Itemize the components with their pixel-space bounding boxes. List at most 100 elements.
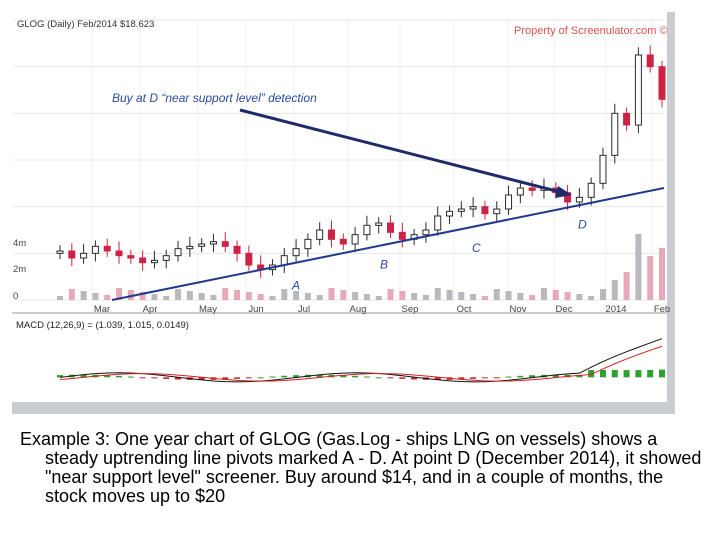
- price-panel-bg: [12, 12, 667, 312]
- volume-bar: [198, 293, 205, 300]
- macd-panel-bg: [12, 314, 667, 402]
- volume-bar: [316, 295, 323, 300]
- candle-body: [611, 112, 619, 156]
- volume-bar: [576, 294, 583, 300]
- candle-body: [127, 255, 135, 259]
- macd-hist-bar: [599, 370, 606, 378]
- volume-bar: [434, 288, 441, 300]
- x-tick-label: Oct: [457, 304, 472, 315]
- volume-tick-label: 2m: [13, 264, 26, 275]
- volume-bar: [92, 293, 99, 300]
- macd-hist-bar: [352, 375, 359, 378]
- macd-hist-bar: [175, 377, 182, 380]
- volume-bar: [304, 293, 311, 300]
- volume-axis: 4m 2m 0: [13, 238, 26, 302]
- candle-body: [209, 241, 217, 245]
- volume-bar: [163, 296, 170, 300]
- x-tick-label: Sep: [402, 304, 419, 315]
- candle-body: [575, 196, 583, 203]
- macd-hist-bar: [139, 377, 146, 379]
- pivot-label-c: C: [472, 241, 481, 255]
- candle-body: [327, 229, 335, 240]
- volume-bar: [422, 295, 429, 300]
- candle-body: [150, 259, 158, 264]
- support-trendline: [111, 187, 665, 301]
- volume-bar: [127, 290, 134, 300]
- volume-bar: [529, 295, 536, 300]
- candle-body: [68, 250, 76, 259]
- caption-text: Example 3: One year chart of GLOG (Gas.L…: [20, 429, 702, 506]
- macd-hist-bar: [234, 377, 241, 379]
- candles: [56, 45, 666, 278]
- macd-hist-bar: [387, 377, 394, 379]
- candle-body: [186, 245, 194, 250]
- macd-hist-bar: [576, 375, 583, 378]
- macd-hist-bar: [411, 377, 418, 380]
- candle-body: [528, 187, 536, 191]
- volume-bar: [446, 290, 453, 300]
- caption: Example 3: One year chart of GLOG (Gas.L…: [20, 430, 710, 506]
- macd-hist-bar: [635, 370, 642, 378]
- volume-bar: [186, 291, 193, 300]
- macd-hist-bar: [552, 374, 559, 378]
- candle-body: [623, 112, 631, 126]
- volume-bar: [481, 296, 488, 300]
- macd-hist-bar: [505, 376, 512, 378]
- x-tick-label: Nov: [510, 304, 527, 315]
- macd-hist-bar: [57, 375, 63, 378]
- pivot-labels: A B C D: [291, 218, 587, 293]
- pivot-label-d: D: [578, 218, 587, 232]
- volume-bar: [116, 288, 123, 300]
- candle-body: [398, 231, 406, 240]
- x-tick-label: May: [199, 304, 217, 315]
- candle-body: [481, 206, 489, 215]
- candle-body: [80, 252, 88, 259]
- candle-body: [351, 234, 359, 245]
- macd-hist-bar: [127, 376, 134, 378]
- volume-bar: [245, 292, 252, 300]
- volume-bar: [517, 293, 524, 300]
- volume-bar: [659, 248, 665, 300]
- candle-body: [316, 229, 324, 240]
- candle-body: [221, 241, 229, 247]
- macd-hist-bar: [517, 375, 524, 378]
- x-tick-label: Mar: [94, 304, 110, 315]
- volume-bar: [635, 234, 642, 300]
- volume-bar: [68, 289, 75, 300]
- macd-hist-bar: [363, 376, 370, 378]
- x-tick-label: Aug: [350, 304, 367, 315]
- volume-bar: [399, 291, 406, 300]
- candle-body: [233, 245, 241, 254]
- macd-hist-bar: [481, 377, 488, 379]
- macd-hist-bar: [399, 377, 406, 379]
- volume-bar: [540, 288, 547, 300]
- macd-hist-bar: [222, 377, 229, 380]
- volume-bar: [175, 289, 182, 300]
- candle-body: [587, 182, 595, 198]
- buy-annotation: Buy at D “near support level” detection: [112, 91, 317, 105]
- candle-body: [103, 245, 111, 252]
- candle-body: [91, 245, 99, 254]
- volume-bars: [57, 234, 665, 300]
- macd-hist-bar: [80, 374, 87, 378]
- macd-header: MACD (12,26,9) = (1.039, 1.015, 0.0149): [16, 320, 189, 331]
- candle-body: [245, 252, 253, 266]
- annotation-arrow: [239, 108, 561, 194]
- macd-hist-bar: [458, 377, 465, 380]
- volume-bar: [564, 292, 571, 300]
- volume-bar: [458, 292, 465, 300]
- macd-hist-bar: [647, 369, 654, 378]
- watermark: Property of Screenulator.com ©: [514, 25, 668, 37]
- stock-chart-frame: A B C D GLOG (Daily) Feb/2014 $18.623 Prope…: [12, 12, 675, 414]
- candle-body: [387, 222, 395, 233]
- volume-bar: [281, 289, 288, 300]
- candle-body: [115, 250, 123, 257]
- candle-body: [292, 248, 300, 257]
- volume-bar: [139, 292, 146, 300]
- volume-bar: [470, 294, 477, 300]
- volume-bar: [387, 289, 394, 300]
- macd-hist-bar: [611, 370, 618, 378]
- volume-bar: [80, 291, 87, 300]
- candle-body: [516, 187, 524, 196]
- x-tick-label: Jun: [248, 304, 263, 315]
